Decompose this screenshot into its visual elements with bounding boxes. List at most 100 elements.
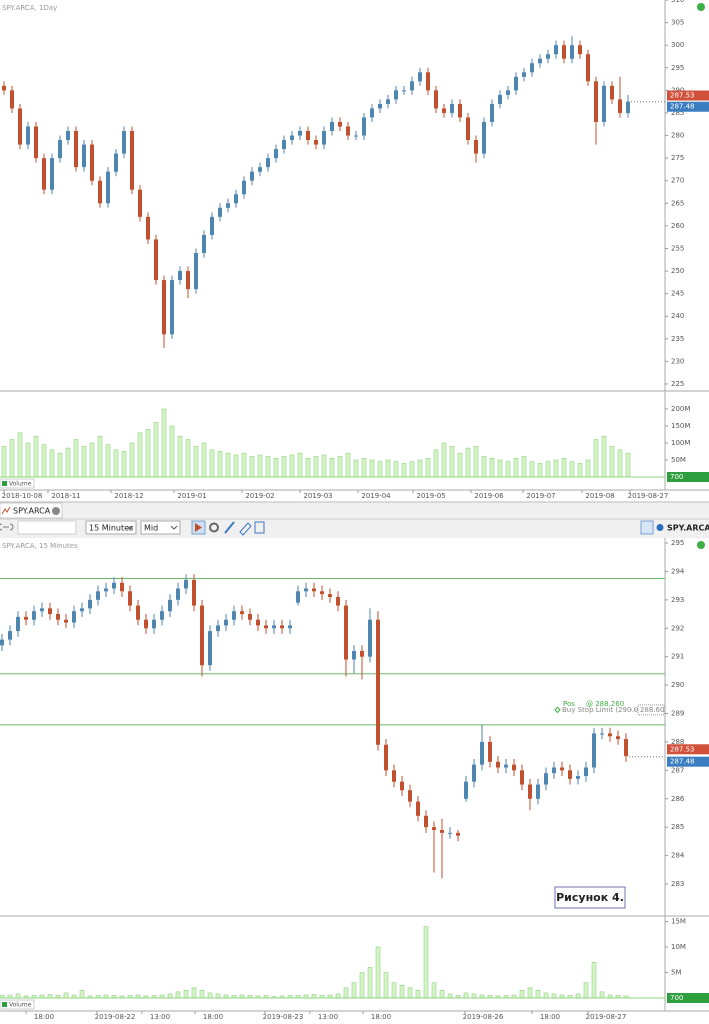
volume-bar [79, 990, 85, 999]
volume-bar [81, 446, 87, 478]
candle-body [264, 625, 268, 629]
candle-body [280, 625, 284, 629]
volume-bar [505, 461, 511, 478]
price-type-select[interactable] [140, 520, 181, 535]
volume-bar [63, 992, 69, 999]
volume-bar [513, 457, 519, 478]
candle-body [418, 72, 422, 82]
volume-bar [201, 442, 207, 478]
tab[interactable] [0, 502, 63, 519]
order-pos: Pos [563, 700, 575, 708]
caption: Рисунок 4. [554, 886, 626, 909]
candle-body [506, 90, 510, 95]
y-tick-label: 275 [671, 154, 684, 162]
candle-body [48, 608, 52, 615]
volume-bar [199, 990, 205, 999]
volume-bar [527, 987, 533, 999]
y-tick-label: 284 [671, 852, 685, 860]
x-tick-label: 18:00 [34, 1013, 54, 1021]
candle-body [600, 733, 604, 735]
volume-bar [209, 449, 215, 478]
x-tick-label: 18:00 [371, 1013, 391, 1021]
volume-bar [241, 452, 247, 478]
y-tick-label: 310 [671, 0, 684, 4]
volume-bar [73, 439, 79, 478]
candle-body [232, 611, 236, 620]
candle-body [378, 103, 382, 109]
candle-body [186, 271, 190, 290]
volume-bar [137, 432, 143, 478]
candle-body [248, 614, 252, 620]
candle-body [24, 616, 28, 620]
settings-icon[interactable] [209, 522, 219, 533]
candle-body [8, 631, 12, 640]
volume-bar [153, 422, 159, 478]
tab-icon [1, 506, 11, 515]
candle-body [344, 605, 348, 660]
candle-body [168, 599, 172, 612]
candle-body [570, 45, 574, 59]
candle-body [298, 131, 302, 136]
y-tick-label: 286 [671, 795, 685, 803]
tab-close[interactable] [52, 507, 60, 515]
candle-body [80, 608, 84, 612]
candle-body [488, 741, 492, 762]
anchor-button[interactable] [640, 520, 654, 535]
symbol-input[interactable] [17, 520, 77, 535]
x-tick-label: 2019-08-23 [263, 1013, 304, 1021]
candle-body [128, 591, 132, 606]
y-tick-label: 230 [671, 357, 684, 365]
chart-title: SPY.ARCA, 1Day [2, 4, 57, 12]
volume-bar [351, 982, 357, 999]
draw-icon[interactable] [224, 521, 235, 534]
erase-icon[interactable] [239, 522, 252, 536]
candle-body [544, 773, 548, 785]
candle-body [258, 167, 262, 172]
candle-body [440, 830, 444, 833]
y-tick-label: 285 [671, 109, 684, 117]
volume-bar [49, 449, 55, 478]
volume-bar [305, 457, 311, 478]
candle-body [72, 611, 76, 623]
y-tick-label: 289 [671, 710, 684, 718]
candle-body [192, 579, 196, 606]
volume-bar [185, 439, 191, 478]
volume-bar [583, 982, 589, 999]
volume-bar [175, 991, 181, 999]
candle-body [408, 790, 412, 802]
export-icon[interactable] [254, 521, 265, 534]
vol-tick-label: 150M [671, 422, 690, 430]
volume-bar [519, 990, 525, 999]
x-tick-label: 2019-07 [526, 492, 555, 500]
interval-select[interactable] [85, 520, 137, 535]
volume-last-label: 700 [670, 994, 683, 1002]
candle-body [224, 619, 228, 626]
volume-bar [529, 461, 535, 478]
candle-body [458, 103, 462, 118]
volume-bar [335, 993, 341, 999]
candle-body [82, 144, 86, 168]
candle-body [96, 591, 100, 600]
bid-marker [667, 756, 709, 767]
link-icon[interactable] [0, 523, 14, 531]
volume-bar [537, 463, 543, 478]
candle-body [354, 135, 358, 137]
candle-body [432, 827, 436, 831]
volume-bar [105, 444, 111, 478]
candle-body [538, 58, 542, 64]
status-dot [656, 524, 664, 531]
bid-marker [667, 101, 709, 112]
dropdown-arrow [126, 525, 134, 530]
candle-body [16, 616, 20, 632]
candle-body [578, 45, 582, 55]
y-tick-label: 255 [671, 244, 684, 252]
candle-body [296, 591, 300, 603]
candle-body [136, 605, 140, 620]
candle-body [312, 588, 316, 592]
candle-body [26, 126, 30, 145]
candle-body [498, 94, 502, 104]
candle-body [240, 611, 244, 615]
candle-body [90, 144, 94, 181]
volume-bar [329, 457, 335, 478]
y-tick-label: 295 [671, 539, 684, 547]
